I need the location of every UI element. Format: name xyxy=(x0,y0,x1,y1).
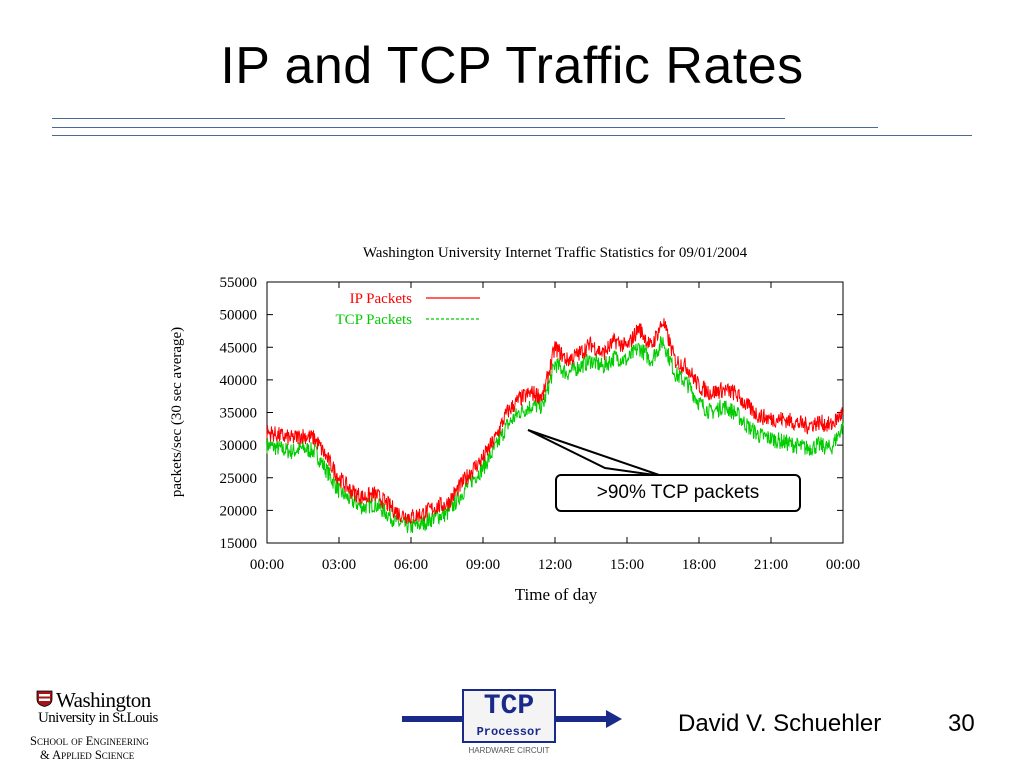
tcp-small-label: Processor xyxy=(476,725,542,739)
x-tick-label: 15:00 xyxy=(610,557,644,573)
y-tick-label: 55000 xyxy=(220,275,258,291)
wu-applied: & Applied Science xyxy=(40,748,135,762)
page-number: 30 xyxy=(948,710,975,737)
tcp-caption: HARDWARE CIRCUIT xyxy=(468,746,550,755)
y-tick-label: 20000 xyxy=(220,503,258,519)
tcp-chip: TCP Processor xyxy=(462,689,556,743)
wu-city: University in St.Louis xyxy=(38,710,158,726)
y-tick-label: 40000 xyxy=(220,373,258,389)
tcp-processor-logo: TCP Processor HARDWARE CIRCUIT xyxy=(400,686,630,760)
washington-university-logo: Washington University in St.Louis School… xyxy=(30,688,180,766)
y-tick-label: 30000 xyxy=(220,438,258,454)
x-axis-label: Time of day xyxy=(515,585,598,604)
arrow-head-icon xyxy=(606,710,622,728)
y-axis-label: packets/sec (30 sec average) xyxy=(169,327,185,497)
y-tick-label: 45000 xyxy=(220,340,258,356)
callout-box: >90% TCP packets xyxy=(555,474,801,512)
wu-name: Washington xyxy=(56,688,151,712)
x-tick-label: 06:00 xyxy=(394,557,428,573)
series-ip-line xyxy=(266,318,844,525)
y-ticks: 15000 20000 25000 30000 35000 40000 45000 50000… xyxy=(220,275,843,552)
chart-title: Washington University Internet Traffic S… xyxy=(363,245,748,261)
x-ticks: 00:00 03:00 06:00 09:00 12:00 15:00 18:00 21:00… xyxy=(250,282,860,573)
title-rule-1 xyxy=(52,118,785,119)
left-arrow-line xyxy=(402,716,462,722)
tcp-big-label: TCP xyxy=(483,691,535,722)
shield-icon xyxy=(36,690,53,707)
title-rule-3 xyxy=(52,135,972,136)
y-tick-label: 35000 xyxy=(220,406,258,422)
x-tick-label: 03:00 xyxy=(322,557,356,573)
y-tick-label: 50000 xyxy=(220,308,258,324)
x-tick-label: 09:00 xyxy=(466,557,500,573)
legend: IP Packets TCP Packets xyxy=(335,291,480,328)
x-tick-label: 00:00 xyxy=(826,557,860,573)
slide-title: IP and TCP Traffic Rates xyxy=(220,37,804,95)
legend-label-ip: IP Packets xyxy=(350,291,413,307)
y-tick-label: 25000 xyxy=(220,471,258,487)
y-tick-label: 15000 xyxy=(220,536,258,552)
right-arrow-line xyxy=(556,716,608,722)
series-tcp-line xyxy=(266,335,844,534)
series-layer xyxy=(266,318,844,534)
wu-school: School of Engineering xyxy=(30,734,149,748)
title-rule-2 xyxy=(52,127,878,128)
callout-pointer xyxy=(527,429,663,477)
x-tick-label: 21:00 xyxy=(754,557,788,573)
x-tick-label: 18:00 xyxy=(682,557,716,573)
x-tick-label: 00:00 xyxy=(250,557,284,573)
legend-label-tcp: TCP Packets xyxy=(335,312,412,328)
author-name: David V. Schuehler xyxy=(678,710,882,737)
x-tick-label: 12:00 xyxy=(538,557,572,573)
